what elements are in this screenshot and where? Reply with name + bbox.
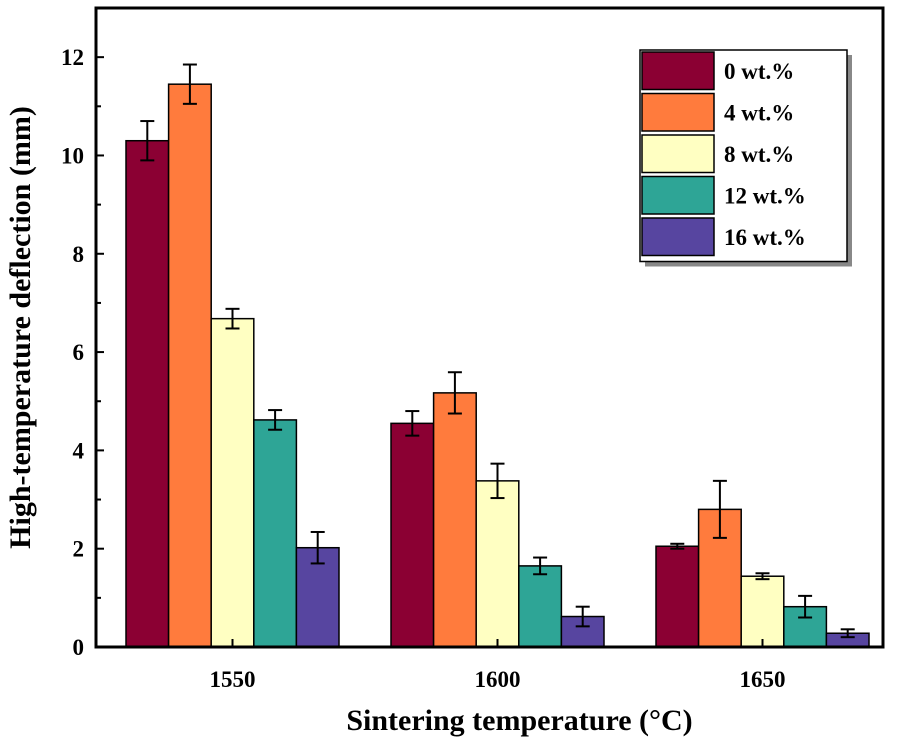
legend-swatch bbox=[641, 217, 715, 257]
bar bbox=[518, 565, 563, 648]
legend-swatch bbox=[641, 134, 715, 174]
bar bbox=[740, 575, 785, 648]
x-tick-label: 1650 bbox=[740, 667, 786, 692]
bar bbox=[475, 480, 520, 648]
bar bbox=[125, 139, 170, 648]
legend-label: 12 wt.% bbox=[724, 183, 806, 208]
y-tick-label: 6 bbox=[73, 340, 85, 365]
y-tick-label: 2 bbox=[73, 537, 85, 562]
y-tick-label: 4 bbox=[73, 438, 85, 463]
bar bbox=[432, 392, 477, 648]
legend-swatch bbox=[641, 92, 715, 132]
y-tick-label: 12 bbox=[61, 45, 84, 70]
legend-label: 16 wt.% bbox=[724, 225, 806, 250]
y-axis-title: High-temperature deflection (mm) bbox=[4, 106, 37, 549]
legend-swatch bbox=[641, 51, 715, 91]
bar bbox=[253, 419, 298, 648]
plot-frame bbox=[94, 6, 885, 649]
bar bbox=[210, 317, 255, 648]
bar bbox=[167, 83, 212, 648]
bar bbox=[390, 422, 435, 648]
legend: 0 wt.% 4 wt.% 8 wt.% 12 wt.% 16 wt.% bbox=[639, 49, 852, 267]
bar bbox=[783, 605, 828, 648]
legend-label: 4 wt.% bbox=[724, 100, 794, 125]
bars-group bbox=[125, 83, 870, 648]
legend-label: 8 wt.% bbox=[724, 142, 794, 167]
x-axis-title: Sintering temperature (°C) bbox=[346, 704, 692, 737]
x-tick-label: 1550 bbox=[210, 667, 256, 692]
legend-swatch bbox=[641, 175, 715, 215]
x-tick-label: 1600 bbox=[475, 667, 521, 692]
y-tick-label: 8 bbox=[73, 242, 85, 267]
bar bbox=[655, 545, 700, 648]
error-bars-group bbox=[140, 63, 855, 639]
legend-label: 0 wt.% bbox=[724, 59, 794, 84]
y-axis-ticks: 0 2 4 6 8 10 12 bbox=[61, 45, 104, 660]
x-axis-ticks: 1550 1600 1650 bbox=[210, 639, 786, 692]
y-tick-label: 10 bbox=[61, 143, 84, 168]
y-tick-label: 0 bbox=[73, 635, 85, 660]
